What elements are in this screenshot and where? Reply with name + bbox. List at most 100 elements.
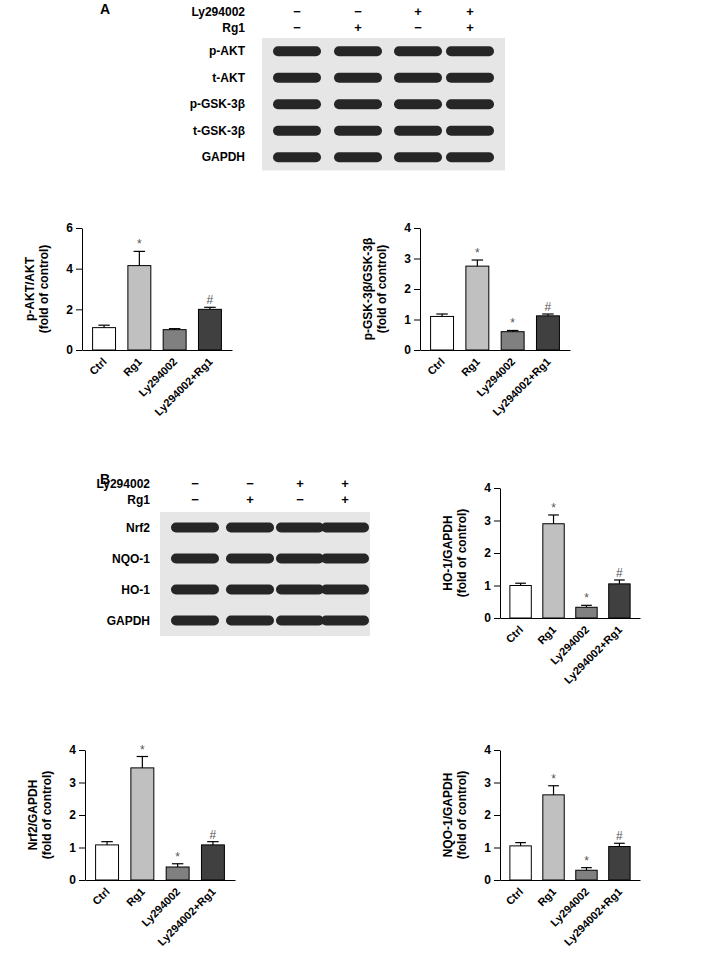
band-label: p-AKT — [209, 44, 246, 58]
x-tick-label: Rg1 — [535, 885, 558, 908]
y-axis-title: NQO-1/GAPDH — [441, 773, 455, 858]
blot-background — [160, 512, 370, 636]
y-axis-title: (fold of control) — [37, 245, 51, 334]
error-bar — [507, 330, 518, 331]
y-axis-line — [85, 751, 86, 881]
y-tick-label: 2 — [404, 282, 411, 296]
condition-sign: + — [354, 20, 362, 35]
y-tick-label: 4 — [484, 481, 491, 495]
blot-band — [226, 523, 274, 533]
error-bar — [134, 251, 145, 265]
x-tick: Ly294002+Rg1 — [152, 350, 214, 418]
error-bar — [472, 260, 483, 266]
x-tick: Ly294002+Rg1 — [562, 618, 624, 686]
y-tick-label: 1 — [69, 841, 76, 855]
condition-sign: − — [354, 4, 362, 19]
condition-sign: − — [246, 476, 254, 491]
y-axis: 01234 — [404, 221, 420, 357]
y-tick-mark — [494, 750, 500, 751]
y-tick: 4 — [69, 743, 85, 757]
condition-sign: − — [296, 492, 304, 507]
y-tick-label: 1 — [484, 841, 491, 855]
y-tick: 2 — [484, 808, 500, 822]
blot-band — [321, 523, 369, 533]
band-label: t-AKT — [212, 71, 245, 85]
blot-panel: ALy294002−−++Rg1−+−+p-AKTt-AKTp-GSK-3βt-… — [100, 1, 505, 171]
y-tick: 2 — [484, 546, 500, 560]
error-bar — [581, 868, 592, 871]
bar — [466, 266, 489, 350]
blot-band — [276, 616, 324, 626]
x-axis-line — [501, 618, 641, 619]
y-tick: 4 — [404, 221, 420, 235]
error-bar — [207, 842, 218, 845]
band-label: Nrf2 — [126, 521, 150, 535]
condition-sign: + — [341, 492, 349, 507]
bar — [431, 316, 454, 350]
bar — [93, 328, 116, 350]
error-bar — [548, 786, 559, 795]
blot-background — [262, 38, 505, 171]
bar — [166, 867, 189, 880]
error-bar-cap — [101, 841, 112, 842]
blot-band — [334, 152, 382, 162]
y-axis-title: p-AKT/AKT — [23, 256, 37, 321]
blot-band — [276, 585, 324, 595]
y-tick-mark — [76, 269, 82, 270]
error-bar-stem — [477, 260, 478, 266]
y-tick: 0 — [404, 343, 420, 357]
y-tick-label: 3 — [404, 252, 411, 266]
y-axis-line — [500, 489, 501, 619]
bar — [163, 330, 186, 350]
significance-marker: * — [137, 237, 142, 251]
blot-band — [394, 99, 442, 109]
condition-sign: − — [293, 4, 301, 19]
significance-marker: * — [475, 246, 480, 260]
band-label: p-GSK-3β — [190, 97, 245, 111]
blot-band — [446, 99, 494, 109]
y-tick-mark — [76, 228, 82, 229]
y-axis: 01234 — [69, 743, 85, 887]
bar-chart: 01234CtrlRg1Ly294002Ly294002+Rg1**#HO-1/… — [441, 481, 641, 685]
significance-marker: * — [584, 591, 589, 605]
condition-sign: − — [191, 476, 199, 491]
x-tick-label: Ly294002+Rg1 — [562, 885, 624, 947]
x-tick: Ctrl — [503, 618, 525, 645]
plot-marks — [96, 757, 225, 881]
y-tick: 1 — [484, 579, 500, 593]
band-label: t-GSK-3β — [193, 124, 245, 138]
y-tick-label: 0 — [484, 611, 491, 625]
bar — [576, 870, 597, 880]
y-tick-mark — [494, 783, 500, 784]
blot-band — [273, 99, 321, 109]
significance-marker: # — [207, 293, 214, 307]
band-label: GAPDH — [107, 614, 150, 628]
significance-marker: * — [175, 850, 180, 864]
blot-band — [171, 523, 219, 533]
blot-band — [226, 616, 274, 626]
y-tick-mark — [79, 848, 85, 849]
blot-band — [276, 554, 324, 564]
x-tick: Ly294002+Rg1 — [155, 880, 217, 948]
error-bar — [436, 314, 447, 316]
blot-band — [171, 585, 219, 595]
blot-band — [273, 126, 321, 136]
y-axis-title: (fold of control) — [375, 245, 389, 334]
y-tick-label: 0 — [404, 343, 411, 357]
figure-container: ALy294002−−++Rg1−+−+p-AKTt-AKTp-GSK-3βt-… — [0, 0, 709, 976]
y-axis-title: (fold of control) — [40, 771, 54, 860]
blot-band — [394, 73, 442, 83]
y-tick-label: 0 — [66, 343, 73, 357]
x-tick-label: Rg1 — [459, 355, 482, 378]
error-bar — [614, 843, 625, 846]
x-tick-label: Ctrl — [425, 355, 447, 377]
error-bar — [172, 864, 183, 867]
x-tick: Rg1 — [535, 618, 558, 647]
significance-marker: # — [616, 566, 623, 580]
y-tick-mark — [414, 289, 420, 290]
error-bar — [137, 757, 148, 768]
y-tick-label: 3 — [484, 514, 491, 528]
y-tick-label: 2 — [484, 808, 491, 822]
condition-sign: − — [414, 20, 422, 35]
y-tick-label: 3 — [484, 776, 491, 790]
